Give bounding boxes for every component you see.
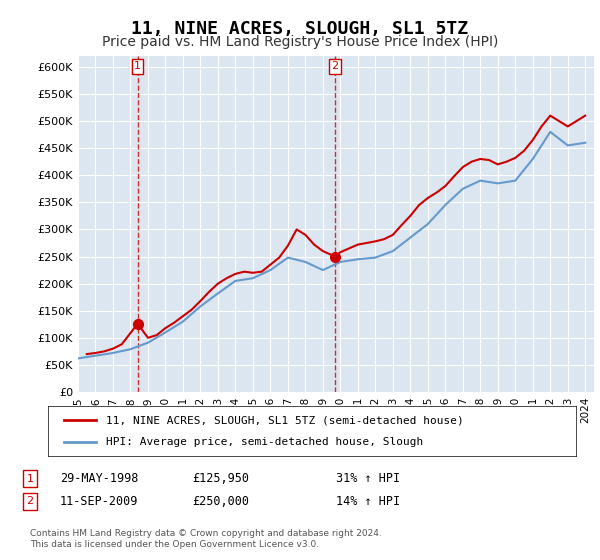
Text: 14% ↑ HPI: 14% ↑ HPI xyxy=(336,494,400,508)
Text: 1: 1 xyxy=(134,62,141,72)
Text: 2: 2 xyxy=(332,62,338,72)
Text: HPI: Average price, semi-detached house, Slough: HPI: Average price, semi-detached house,… xyxy=(106,437,424,447)
Text: Contains HM Land Registry data © Crown copyright and database right 2024.
This d: Contains HM Land Registry data © Crown c… xyxy=(30,529,382,549)
Text: 11, NINE ACRES, SLOUGH, SL1 5TZ: 11, NINE ACRES, SLOUGH, SL1 5TZ xyxy=(131,20,469,38)
Text: 11, NINE ACRES, SLOUGH, SL1 5TZ (semi-detached house): 11, NINE ACRES, SLOUGH, SL1 5TZ (semi-de… xyxy=(106,415,464,425)
Text: 29-MAY-1998: 29-MAY-1998 xyxy=(60,472,139,486)
Text: Price paid vs. HM Land Registry's House Price Index (HPI): Price paid vs. HM Land Registry's House … xyxy=(102,35,498,49)
Text: £125,950: £125,950 xyxy=(192,472,249,486)
Text: 31% ↑ HPI: 31% ↑ HPI xyxy=(336,472,400,486)
Text: 2: 2 xyxy=(26,496,34,506)
Text: 1: 1 xyxy=(26,474,34,484)
Text: 11-SEP-2009: 11-SEP-2009 xyxy=(60,494,139,508)
Text: £250,000: £250,000 xyxy=(192,494,249,508)
